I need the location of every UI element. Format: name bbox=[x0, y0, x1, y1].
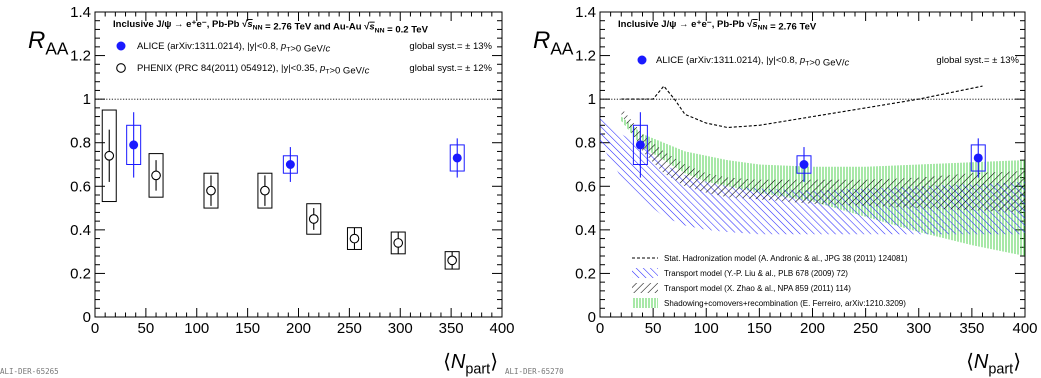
model-band-hatch-black bbox=[621, 107, 1025, 213]
legend-syst-phenix: global syst.= ± 12% bbox=[409, 63, 492, 74]
y-tick-label: 0 bbox=[588, 309, 596, 326]
syst-box bbox=[257, 172, 273, 209]
x-tick-label: 400 bbox=[489, 320, 514, 337]
figure-tag: ALI-DER-65265 bbox=[0, 367, 59, 376]
legend-swatch-hatch-black bbox=[632, 283, 658, 293]
legend-swatch-hatch-green bbox=[632, 298, 658, 308]
model-legend-stat-hadronization: Stat. Hadronization model (A. Andronic &… bbox=[664, 254, 908, 263]
chart-header: Inclusive J/ψ → e⁺e⁻, Pb-Pb √sNN = 2.76 … bbox=[113, 19, 429, 35]
syst-box bbox=[148, 153, 164, 198]
legend-syst-alice: global syst.= ± 13% bbox=[409, 41, 492, 52]
x-tick-label: 50 bbox=[645, 320, 662, 337]
x-tick-label: 150 bbox=[747, 320, 772, 337]
x-tick-label: 100 bbox=[184, 320, 209, 337]
y-tick-label: 0.4 bbox=[575, 222, 596, 239]
data-point bbox=[206, 185, 216, 196]
x-tick-label: 300 bbox=[388, 320, 413, 337]
y-tick-label: 0.2 bbox=[575, 265, 596, 282]
data-point bbox=[349, 233, 360, 244]
x-tick-label: 250 bbox=[337, 320, 362, 337]
y-tick-label: 1.4 bbox=[575, 4, 596, 21]
x-tick-label: 100 bbox=[694, 320, 719, 337]
y-tick-label: 0.4 bbox=[70, 222, 91, 239]
y-tick-label: 0 bbox=[83, 309, 91, 326]
legend-swatch-hatch-blue bbox=[632, 268, 658, 278]
x-axis-title: ⟨Npart⟩ bbox=[443, 351, 498, 378]
data-point bbox=[260, 185, 270, 196]
x-axis-title: ⟨Npart⟩ bbox=[966, 351, 1021, 378]
y-tick-label: 1.2 bbox=[70, 48, 91, 65]
legend-marker-alice bbox=[116, 41, 126, 51]
x-tick-label: 250 bbox=[853, 320, 878, 337]
x-tick-label: 350 bbox=[959, 320, 984, 337]
data-point bbox=[308, 214, 319, 224]
data-point bbox=[973, 153, 983, 163]
y-tick-label: 0.6 bbox=[70, 178, 91, 195]
data-point bbox=[285, 160, 295, 169]
y-tick-label: 1 bbox=[588, 91, 596, 108]
syst-box bbox=[203, 172, 219, 209]
x-tick-label: 350 bbox=[439, 320, 464, 337]
legend-label-alice: ALICE (arXiv:1311.0214), |y|<0.8, pT>0 G… bbox=[656, 55, 850, 69]
x-tick-label: 200 bbox=[800, 320, 825, 337]
y-tick-label: 0.6 bbox=[575, 178, 596, 195]
y-tick-label: 1.2 bbox=[575, 48, 596, 65]
data-point bbox=[635, 140, 645, 150]
y-tick-label: 0.8 bbox=[575, 135, 596, 152]
x-tick-label: 200 bbox=[286, 320, 311, 337]
legend-marker-alice bbox=[637, 55, 647, 65]
data-point bbox=[799, 160, 809, 169]
data-point bbox=[447, 255, 457, 266]
x-tick-label: 50 bbox=[138, 320, 155, 337]
syst-box bbox=[101, 109, 117, 203]
x-tick-label: 150 bbox=[235, 320, 260, 337]
x-tick-label: 300 bbox=[906, 320, 931, 337]
legend-label-phenix: PHENIX (PRC 84(2011) 054912), |y|<0.35, … bbox=[137, 63, 370, 77]
model-legend-shadowing: Shadowing+comovers+recombination (E. Fer… bbox=[664, 299, 906, 308]
x-tick-label: 0 bbox=[596, 320, 604, 337]
x-tick-label: 400 bbox=[1012, 320, 1037, 337]
y-axis-title: RAA bbox=[28, 27, 69, 59]
y-tick-label: 0.8 bbox=[70, 135, 91, 152]
model-line-stat-hadronization bbox=[621, 85, 983, 129]
data-point bbox=[452, 153, 462, 163]
y-tick-label: 1.4 bbox=[70, 4, 91, 21]
left-panel: 0 50 100 150 200 250 300 350 400 0 0.2 0.4 0.6 0.8 1 1.… bbox=[0, 4, 515, 378]
legend-marker-phenix bbox=[116, 63, 126, 73]
y-axis-title: RAA bbox=[533, 27, 574, 59]
chart-header: Inclusive J/ψ → e⁺e⁻, Pb-Pb √sNN = 2.76 … bbox=[618, 19, 817, 33]
legend-label-alice: ALICE (arXiv:1311.0214), |y|<0.8, pT>0 G… bbox=[137, 41, 331, 55]
model-legend-transport-liu: Transport model (Y.-P. Liu & al., PLB 67… bbox=[664, 269, 848, 278]
model-legend-transport-zhao: Transport model (X. Zhao & al., NPA 859 … bbox=[664, 284, 851, 293]
y-tick-label: 1 bbox=[83, 91, 91, 108]
syst-box bbox=[306, 203, 322, 235]
figure-tag: ALI-DER-65270 bbox=[505, 367, 564, 376]
data-point bbox=[104, 150, 115, 161]
data-point bbox=[129, 140, 139, 150]
right-panel: 0 50 100 150 200 250 300 350 400 0 0.2 0.4 0.6 0.8 1 1.… bbox=[505, 4, 1038, 378]
y-tick-label: 0.2 bbox=[70, 265, 91, 282]
data-point bbox=[393, 238, 404, 248]
data-point bbox=[151, 170, 161, 181]
x-tick-label: 0 bbox=[91, 320, 99, 337]
legend-syst-alice: global syst.= ± 13% bbox=[936, 55, 1019, 66]
